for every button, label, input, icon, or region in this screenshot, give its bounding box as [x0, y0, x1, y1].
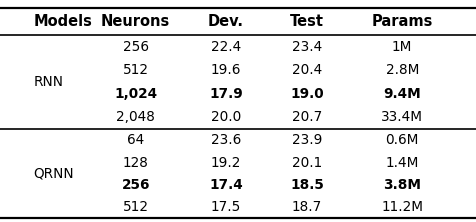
Text: 20.7: 20.7 — [292, 110, 322, 125]
Text: Dev.: Dev. — [208, 14, 244, 29]
Text: Test: Test — [290, 14, 324, 29]
Text: 22.4: 22.4 — [211, 40, 241, 54]
Text: 19.2: 19.2 — [211, 155, 241, 170]
Text: 64: 64 — [127, 133, 144, 147]
Text: 128: 128 — [123, 155, 149, 170]
Text: 1M: 1M — [392, 40, 412, 54]
Text: Neurons: Neurons — [101, 14, 170, 29]
Text: 3.8M: 3.8M — [383, 178, 421, 192]
Text: 19.6: 19.6 — [211, 63, 241, 77]
Text: 11.2M: 11.2M — [381, 200, 423, 214]
Text: 256: 256 — [123, 40, 149, 54]
Text: 256: 256 — [121, 178, 150, 192]
Text: 512: 512 — [123, 200, 149, 214]
Text: 33.4M: 33.4M — [381, 110, 423, 125]
Text: Params: Params — [372, 14, 433, 29]
Text: 17.4: 17.4 — [209, 178, 243, 192]
Text: 18.5: 18.5 — [290, 178, 324, 192]
Text: 23.4: 23.4 — [292, 40, 322, 54]
Text: 1.4M: 1.4M — [386, 155, 419, 170]
Text: 18.7: 18.7 — [292, 200, 322, 214]
Text: 0.6M: 0.6M — [386, 133, 419, 147]
Text: 20.1: 20.1 — [292, 155, 322, 170]
Text: 9.4M: 9.4M — [383, 87, 421, 101]
Text: 17.5: 17.5 — [211, 200, 241, 214]
Text: Models: Models — [33, 14, 92, 29]
Text: RNN: RNN — [33, 75, 63, 89]
Text: 512: 512 — [123, 63, 149, 77]
Text: 1,024: 1,024 — [114, 87, 157, 101]
Text: 2.8M: 2.8M — [386, 63, 419, 77]
Text: 17.9: 17.9 — [209, 87, 243, 101]
Text: 19.0: 19.0 — [290, 87, 324, 101]
Text: 2,048: 2,048 — [116, 110, 155, 125]
Text: 23.6: 23.6 — [211, 133, 241, 147]
Text: 20.0: 20.0 — [211, 110, 241, 125]
Text: QRNN: QRNN — [33, 166, 74, 181]
Text: 23.9: 23.9 — [292, 133, 322, 147]
Text: 20.4: 20.4 — [292, 63, 322, 77]
